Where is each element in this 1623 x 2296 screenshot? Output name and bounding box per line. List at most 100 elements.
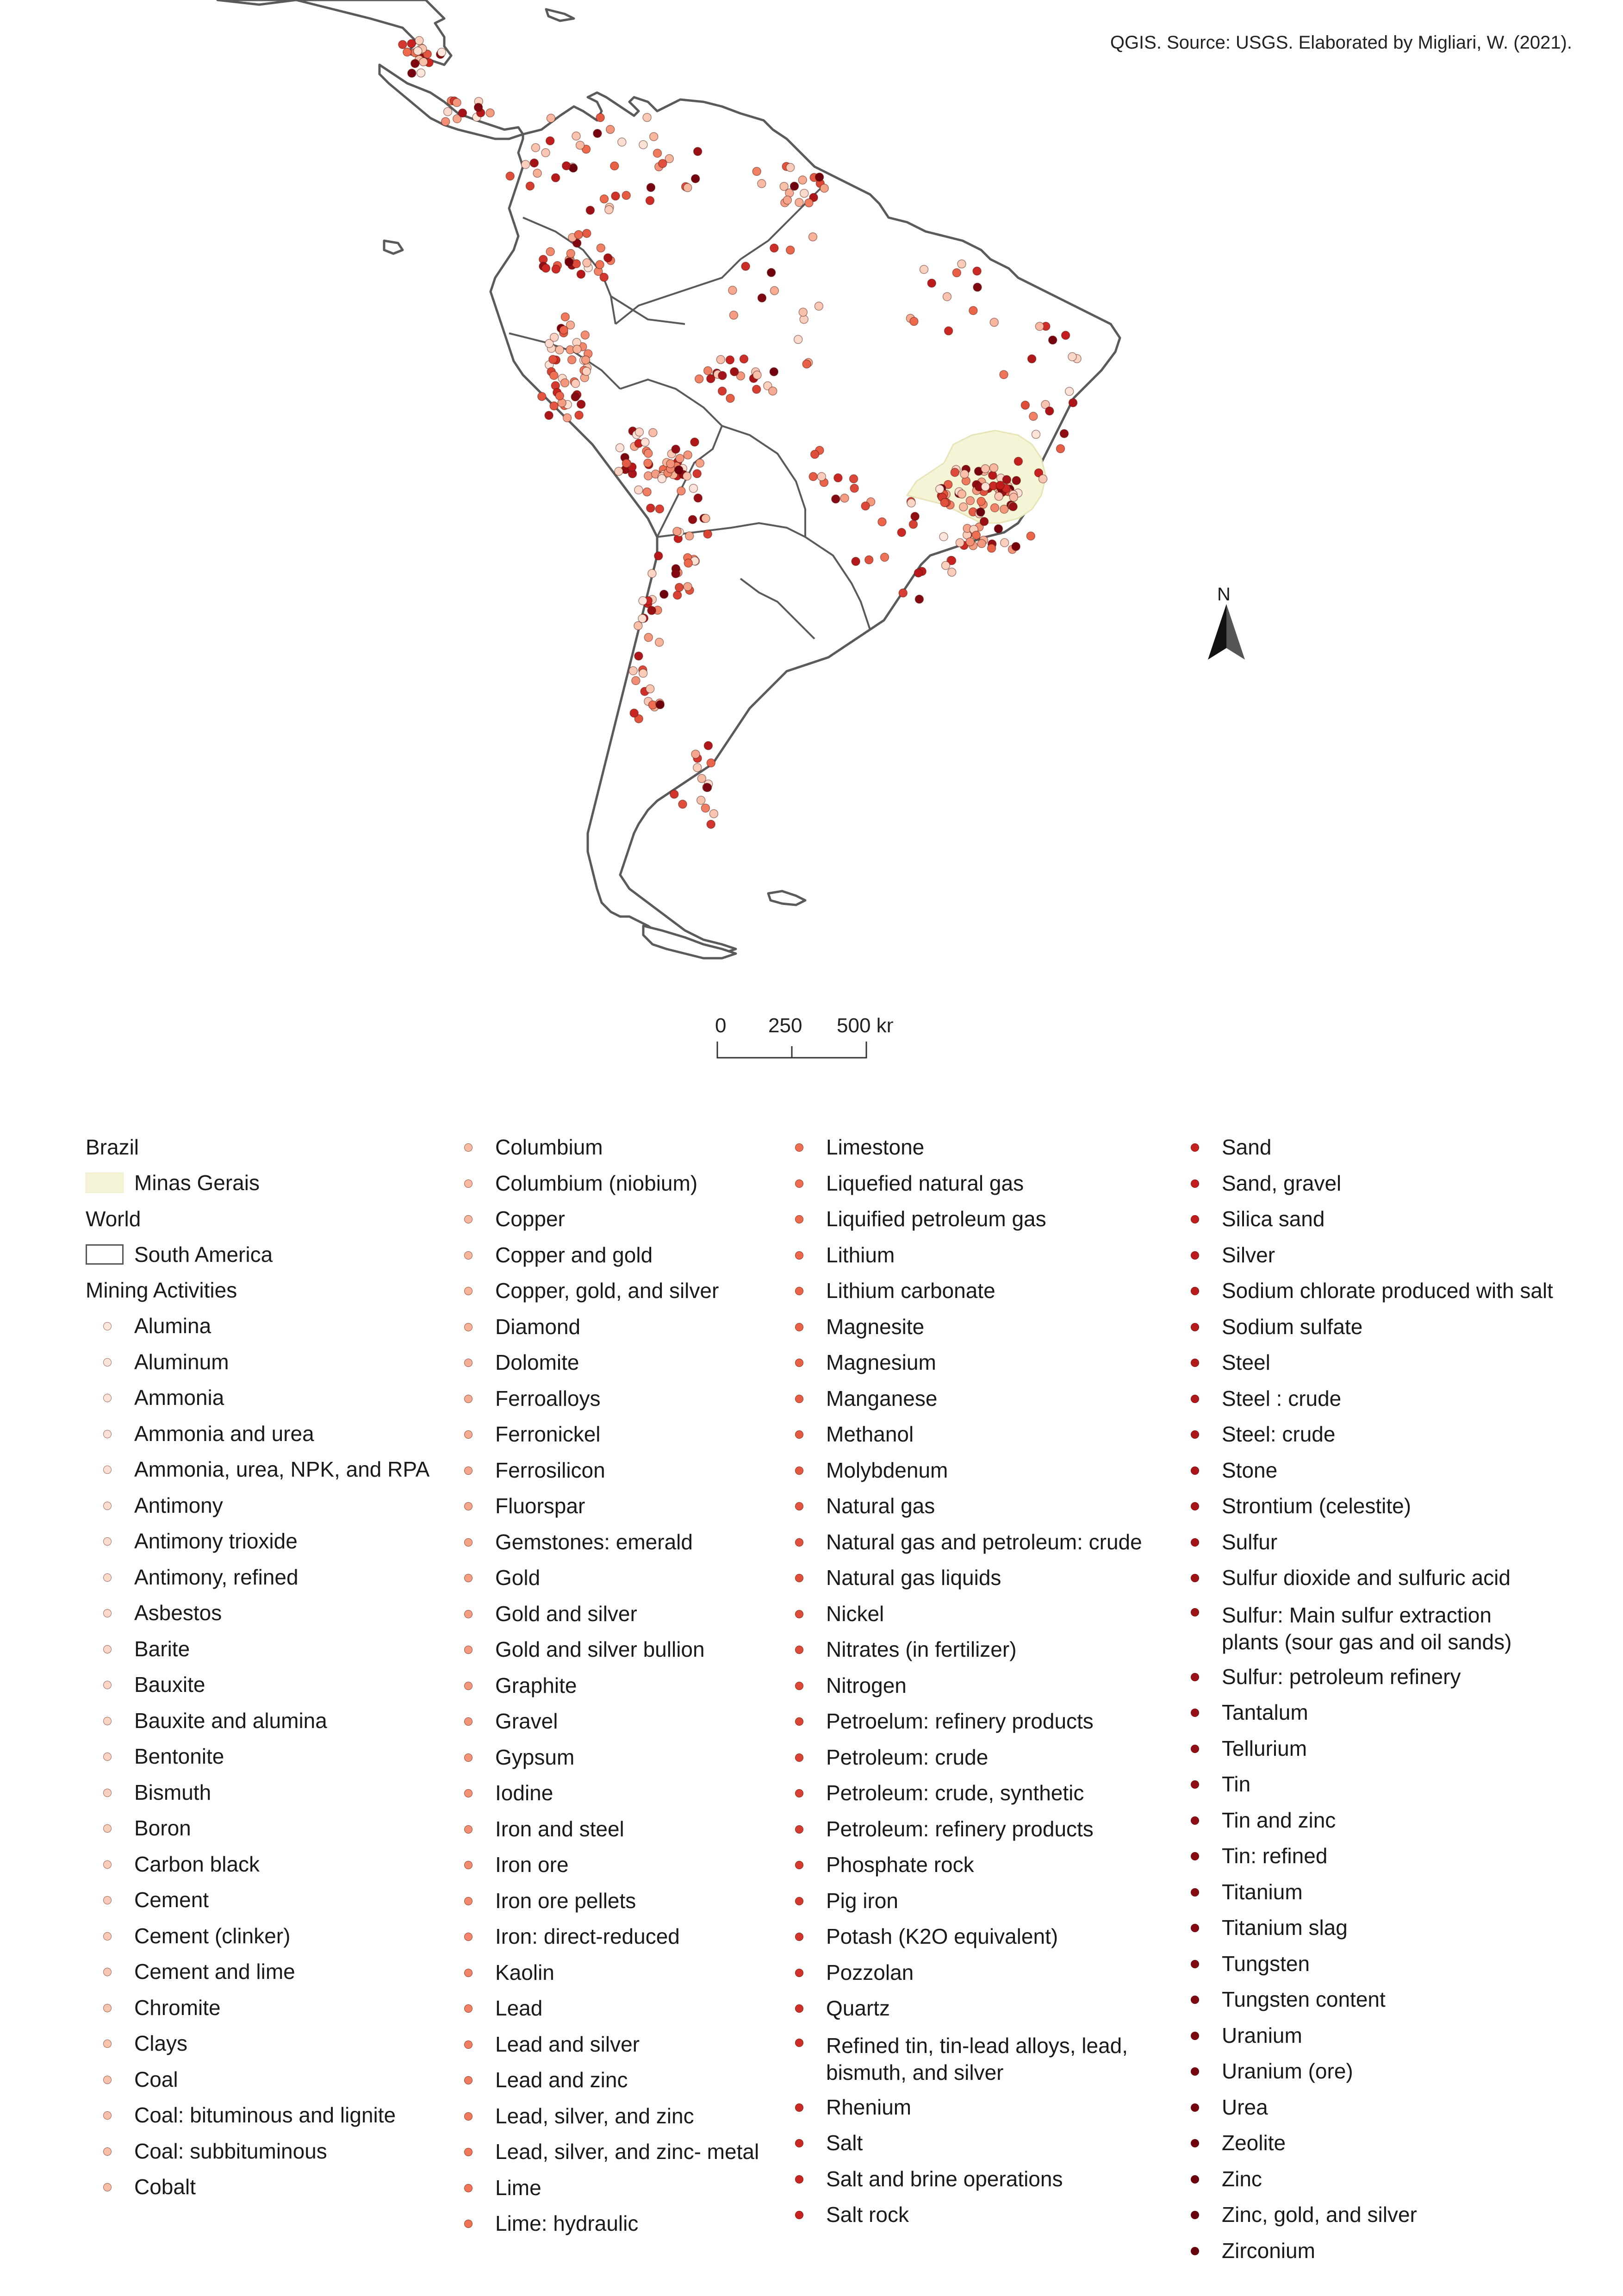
mine-point bbox=[622, 191, 631, 200]
mine-point bbox=[605, 125, 615, 134]
legend-dot-icon bbox=[795, 1394, 803, 1403]
legend-dot-icon bbox=[1191, 1959, 1199, 1968]
legend-item-label: Magnesite bbox=[826, 1314, 925, 1339]
mine-point bbox=[909, 317, 919, 326]
galapagos-outline bbox=[383, 239, 404, 255]
mine-point bbox=[657, 474, 667, 483]
legend-item: Iron: direct-reduced bbox=[447, 1919, 798, 1955]
mine-point bbox=[1045, 406, 1054, 416]
legend-item-label: Rhenium bbox=[826, 2095, 912, 2119]
map-credit: QGIS. Source: USGS. Elaborated by Miglia… bbox=[1110, 32, 1572, 53]
mine-point bbox=[1041, 400, 1050, 409]
mine-point bbox=[648, 428, 658, 437]
legend-dot-icon bbox=[464, 1789, 473, 1797]
legend-item-label: Liquefied natural gas bbox=[826, 1171, 1024, 1195]
legend-item-label: Petroleum: crude bbox=[826, 1745, 989, 1769]
mine-point bbox=[582, 367, 591, 376]
mine-point bbox=[965, 496, 975, 505]
legend-dot-icon bbox=[103, 2111, 112, 2120]
legend-dot-icon bbox=[103, 1609, 112, 1617]
mine-point bbox=[649, 132, 659, 141]
mine-point bbox=[939, 532, 948, 542]
mine-point bbox=[988, 471, 997, 480]
legend-item: Potash (K2O equivalent) bbox=[777, 1919, 1129, 1955]
legend-dot-icon bbox=[795, 2004, 803, 2013]
legend-dot-icon bbox=[1191, 2139, 1199, 2147]
mine-point bbox=[631, 676, 640, 686]
mine-point bbox=[677, 486, 686, 496]
mine-point bbox=[615, 443, 625, 453]
legend-dot-icon bbox=[1191, 1888, 1199, 1897]
legend-item-label: Limestone bbox=[826, 1135, 925, 1159]
legend-dot-icon bbox=[795, 1610, 803, 1618]
legend-item-label: Urea bbox=[1222, 2095, 1268, 2119]
legend-item-label: Coal: bituminous and lignite bbox=[134, 2103, 396, 2127]
legend-item-label: Iron: direct-reduced bbox=[495, 1924, 680, 1948]
legend-dot-icon bbox=[464, 2112, 473, 2121]
legend-dot-icon bbox=[103, 2040, 112, 2048]
mine-point bbox=[783, 195, 792, 205]
legend-dot-icon bbox=[103, 1932, 112, 1940]
legend-item: Tin: refined bbox=[1173, 1838, 1525, 1874]
legend-item-label: Tin bbox=[1222, 1772, 1251, 1796]
legend-item: Lead bbox=[447, 1990, 798, 2027]
mine-point bbox=[820, 183, 829, 193]
mine-point bbox=[718, 371, 727, 381]
mine-point bbox=[1068, 352, 1077, 362]
mine-point bbox=[703, 366, 713, 375]
mine-point bbox=[955, 538, 965, 548]
mine-point bbox=[770, 243, 779, 253]
mine-point bbox=[580, 331, 590, 340]
legend-dot-icon bbox=[795, 2175, 803, 2184]
mine-point bbox=[730, 367, 739, 376]
mine-point bbox=[674, 465, 684, 474]
mine-point bbox=[672, 590, 682, 600]
legend-item: Ferrosilicon bbox=[447, 1453, 798, 1489]
mine-point bbox=[977, 539, 986, 548]
mine-point bbox=[643, 471, 653, 480]
legend-item-label: Steel: crude bbox=[1222, 1422, 1336, 1446]
legend-item: Barite bbox=[86, 1631, 437, 1667]
mine-point bbox=[1026, 531, 1036, 541]
legend-item-label: Lead and silver bbox=[495, 2032, 640, 2056]
mine-point bbox=[1000, 505, 1009, 514]
legend-dot-icon bbox=[464, 2076, 473, 2084]
legend-item-label: Sulfur: Main sulfur extraction plants (s… bbox=[1222, 1603, 1512, 1654]
legend-item: Lead and zinc bbox=[447, 2062, 798, 2098]
legend-dot-icon bbox=[103, 1537, 112, 1546]
legend-item-label: Tungsten content bbox=[1222, 1987, 1386, 2011]
legend-item-label: Zinc, gold, and silver bbox=[1222, 2202, 1417, 2227]
mine-point bbox=[614, 467, 623, 476]
legend-item: Alumina bbox=[86, 1308, 437, 1344]
mine-point bbox=[473, 103, 483, 112]
mine-point bbox=[941, 561, 951, 570]
legend-item-label: Diamond bbox=[495, 1314, 581, 1339]
legend-world-title: World bbox=[86, 1206, 141, 1231]
legend-dot-icon bbox=[464, 1574, 473, 1582]
mine-point bbox=[695, 458, 705, 468]
legend-item: Lithium carbonate bbox=[777, 1273, 1129, 1309]
mine-point bbox=[689, 484, 698, 493]
legend-dot-icon bbox=[464, 1502, 473, 1510]
legend-item-label: Pig iron bbox=[826, 1888, 898, 1913]
mine-point bbox=[634, 485, 643, 495]
mine-point bbox=[940, 498, 949, 507]
mine-point bbox=[1009, 493, 1019, 502]
mine-point bbox=[566, 320, 575, 330]
legend-item-label: Graphite bbox=[495, 1673, 577, 1697]
legend-item: Ferroalloys bbox=[447, 1381, 798, 1417]
mine-point bbox=[957, 259, 966, 268]
mine-point bbox=[1027, 354, 1037, 363]
legend-dot-icon bbox=[464, 2184, 473, 2192]
legend-dot-icon bbox=[795, 1143, 803, 1152]
mine-point bbox=[549, 401, 559, 411]
legend-item: Natural gas and petroleum: crude bbox=[777, 1524, 1142, 1560]
legend-item: Gypsum bbox=[447, 1740, 798, 1776]
legend-item: Iodine bbox=[447, 1775, 798, 1811]
legend-item-label: Ammonia bbox=[134, 1385, 224, 1410]
mine-point bbox=[693, 493, 703, 503]
legend-item-label: Sand bbox=[1222, 1135, 1272, 1159]
mine-point bbox=[769, 367, 779, 376]
legend-item: Silver bbox=[1173, 1237, 1525, 1273]
legend-item: Zinc, gold, and silver bbox=[1173, 2197, 1525, 2233]
